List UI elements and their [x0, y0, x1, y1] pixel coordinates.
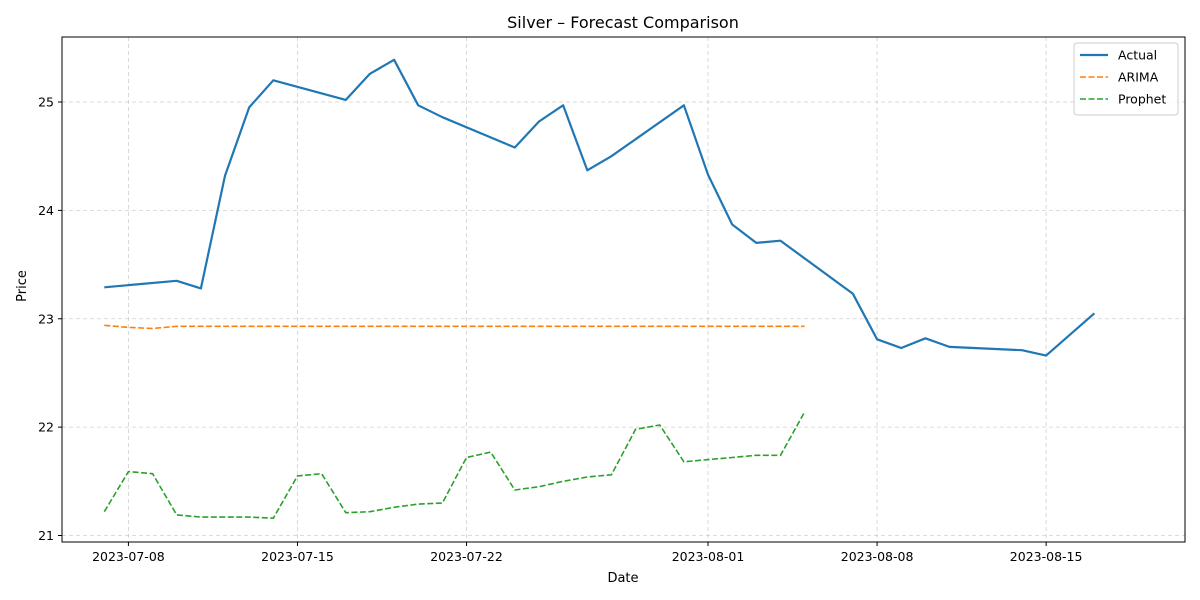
y-tick-label: 22 [38, 420, 54, 435]
legend-box [1073, 42, 1179, 116]
y-tick-label: 21 [38, 528, 54, 543]
x-tick-label: 2023-08-01 [672, 549, 745, 564]
legend-label-prophet: Prophet [1118, 92, 1166, 107]
x-tick-label: 2023-07-22 [430, 549, 503, 564]
y-tick-label: 23 [38, 311, 54, 326]
x-tick-label: 2023-08-08 [841, 549, 914, 564]
y-tick-label: 24 [38, 203, 54, 218]
x-tick-label: 2023-07-15 [261, 549, 334, 564]
y-axis-ticks: 21 22 23 24 25 [38, 95, 62, 543]
x-tick-label: 2023-08-15 [1010, 549, 1083, 564]
y-axis-title: Price [15, 270, 30, 302]
legend-label-arima: ARIMA [1118, 70, 1159, 85]
series-line-prophet [103, 411, 806, 520]
y-tick-label: 25 [38, 95, 54, 110]
chart-title: Silver – Forecast Comparison [507, 13, 739, 32]
series-lines [103, 58, 1096, 520]
legend: Actual ARIMA Prophet [1073, 42, 1179, 116]
x-tick-label: 2023-07-08 [92, 549, 165, 564]
legend-label-actual: Actual [1118, 48, 1157, 63]
x-axis-ticks: 2023-07-08 2023-07-15 2023-07-22 2023-08-01… [92, 542, 1082, 564]
plot-frame [61, 36, 1186, 543]
series-line-actual [104, 58, 1096, 357]
grid [62, 37, 1185, 542]
x-axis-title: Date [607, 571, 638, 586]
series-line-arima [104, 324, 805, 330]
